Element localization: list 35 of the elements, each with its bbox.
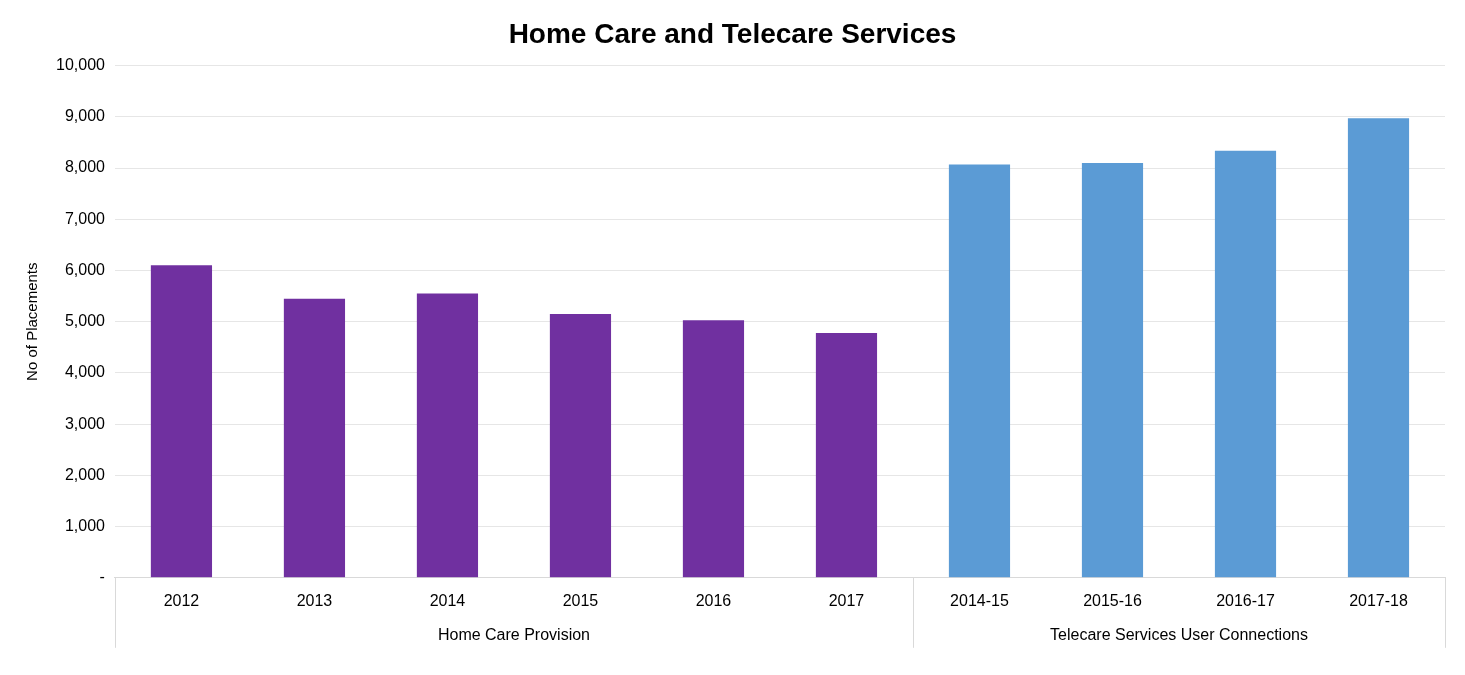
bar — [150, 265, 213, 578]
x-tick-label: 2012 — [163, 591, 200, 609]
y-tick-label: 5,000 — [64, 312, 106, 330]
x-tick-label: 2015 — [562, 591, 599, 609]
y-tick-label: 6,000 — [64, 260, 106, 278]
x-tick-label: 2016 — [695, 591, 732, 609]
y-tick-label: 7,000 — [64, 209, 106, 227]
x-tick-label: 2014 — [429, 591, 466, 609]
bar — [815, 332, 878, 578]
bar — [1347, 118, 1410, 578]
x-tick-label: 2015-16 — [1083, 591, 1142, 609]
x-tick-label: 2013 — [296, 591, 333, 609]
text: Home Care Provision — [437, 626, 590, 644]
bar — [549, 314, 612, 578]
y-tick-label: 2,000 — [64, 465, 106, 483]
x-tick-label: 2017-18 — [1349, 591, 1408, 609]
y-tick-label: - — [99, 568, 105, 586]
bar — [1081, 162, 1144, 578]
bar — [416, 293, 479, 578]
x-tick-label: 2017 — [828, 591, 865, 609]
y-tick-label: 4,000 — [64, 363, 106, 381]
chart-title: Home Care and Telecare Services — [508, 17, 957, 49]
y-tick-label: 8,000 — [64, 158, 106, 176]
x-tick-label: 2016-17 — [1216, 591, 1275, 609]
y-axis-title: No of Placements — [23, 262, 41, 381]
y-tick-label: 9,000 — [64, 107, 106, 125]
x-tick-label: 2014-15 — [950, 591, 1009, 609]
y-tick-label: 10,000 — [56, 56, 106, 74]
y-tick-label: 1,000 — [64, 516, 106, 534]
text: Telecare Services User Connections — [1050, 626, 1308, 644]
bar — [283, 298, 346, 578]
bar — [948, 164, 1011, 578]
bar — [682, 320, 745, 578]
y-tick-label: 3,000 — [64, 414, 106, 432]
bar — [1214, 150, 1277, 578]
